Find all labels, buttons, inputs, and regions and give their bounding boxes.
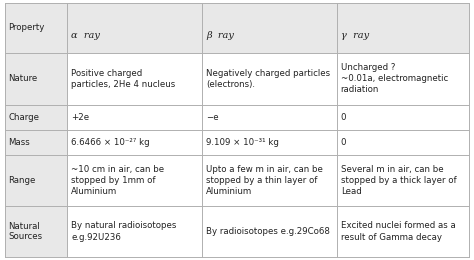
Text: 0: 0 [341,113,346,122]
Text: α  ray: α ray [71,31,100,40]
Bar [67,155,202,206]
Text: Several m in air, can be
stopped by a thick layer of
Lead: Several m in air, can be stopped by a th… [341,165,456,196]
Text: −e: −e [206,113,219,122]
Text: Natural
Sources: Natural Sources [9,222,43,241]
Bar [67,53,202,105]
Bar [5,155,67,206]
Text: ~10 cm in air, can be
stopped by 1mm of
Aluminium: ~10 cm in air, can be stopped by 1mm of … [71,165,164,196]
Text: Range: Range [9,176,36,185]
Text: By natural radioisotopes
e.g.92U236: By natural radioisotopes e.g.92U236 [71,222,177,242]
Text: γ  ray: γ ray [341,31,369,40]
Text: β  ray: β ray [206,31,234,40]
Text: Property: Property [9,23,45,32]
Bar [202,3,337,53]
Text: By radioisotopes e.g.29Co68: By radioisotopes e.g.29Co68 [206,227,330,236]
Text: 9.109 × 10⁻³¹ kg: 9.109 × 10⁻³¹ kg [206,138,279,147]
Bar [202,206,337,257]
Bar [337,105,469,130]
Bar [5,206,67,257]
Bar [5,105,67,130]
Bar [337,130,469,155]
Text: Mass: Mass [9,138,30,147]
Bar [67,206,202,257]
Bar [5,3,67,53]
Text: 6.6466 × 10⁻²⁷ kg: 6.6466 × 10⁻²⁷ kg [71,138,150,147]
Bar [5,130,67,155]
Bar [337,53,469,105]
Text: Excited nuclei formed as a
result of Gamma decay: Excited nuclei formed as a result of Gam… [341,222,456,242]
Text: Negatively charged particles
(electrons).: Negatively charged particles (electrons)… [206,69,330,89]
Text: 0: 0 [341,138,346,147]
Text: Charge: Charge [9,113,39,122]
Text: Uncharged ?
~0.01a, electromagnetic
radiation: Uncharged ? ~0.01a, electromagnetic radi… [341,63,448,94]
Bar [337,3,469,53]
Text: Nature: Nature [9,74,38,83]
Bar [202,130,337,155]
Bar [67,105,202,130]
Bar [202,105,337,130]
Bar [5,53,67,105]
Bar [67,130,202,155]
Bar [337,206,469,257]
Text: +2e: +2e [71,113,90,122]
Bar [202,155,337,206]
Text: Positive charged
particles, 2He 4 nucleus: Positive charged particles, 2He 4 nucleu… [71,69,175,89]
Bar [202,53,337,105]
Text: Upto a few m in air, can be
stopped by a thin layer of
Aluminium: Upto a few m in air, can be stopped by a… [206,165,323,196]
Bar [67,3,202,53]
Bar [337,155,469,206]
